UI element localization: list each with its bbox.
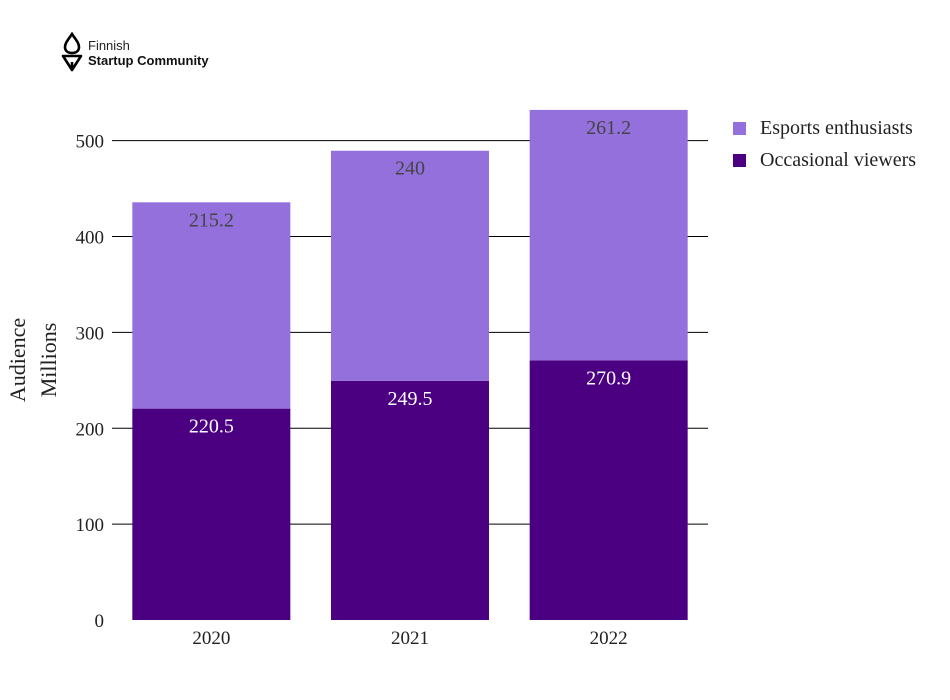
- data-label: 249.5: [388, 388, 433, 410]
- legend-swatch: [733, 121, 746, 135]
- legend-item[interactable]: Esports enthusiasts: [733, 112, 916, 144]
- x-tick-label: 2020: [192, 628, 230, 649]
- y-tick-label: 400: [76, 228, 105, 249]
- legend-item[interactable]: Occasional viewers: [733, 144, 916, 176]
- logo-text-line2: Startup Community: [88, 53, 209, 68]
- y-tick-label: 100: [76, 515, 105, 536]
- data-label: 220.5: [189, 416, 234, 438]
- logo-mark-icon: [61, 32, 83, 72]
- y-tick-label: 500: [76, 132, 105, 153]
- y-axis-title: Audience: [5, 318, 30, 402]
- data-label: 215.2: [189, 209, 234, 231]
- x-tick-label: 2022: [590, 628, 628, 649]
- legend-label: Occasional viewers: [760, 148, 917, 171]
- data-label: 270.9: [586, 367, 631, 389]
- y-tick-label: 200: [76, 419, 105, 440]
- logo-text-line1: Finnish: [88, 38, 130, 53]
- data-labels: 220.5 215.2 249.5 240 270.9 261.2: [189, 117, 631, 438]
- axes: 0 100 200 300 400 500 Audience Millions 2020 2021…: [5, 132, 628, 649]
- bar-segment: [331, 380, 489, 620]
- bar-segment: [132, 202, 291, 409]
- legend-label: Esports enthusiasts: [760, 116, 913, 139]
- data-label: 240: [395, 158, 425, 180]
- y-tick-label: 0: [95, 611, 105, 632]
- bar-segment: [331, 150, 489, 381]
- bar-segment: [132, 408, 291, 620]
- x-tick-label: 2021: [391, 628, 429, 649]
- data-label: 261.2: [586, 117, 631, 139]
- bar-segment: [529, 109, 688, 361]
- legend: Esports enthusiasts Occasional viewers: [733, 112, 916, 176]
- y-axis-title: Millions: [36, 323, 61, 398]
- bars: [132, 109, 688, 620]
- brand-logo: Finnish Startup Community: [60, 32, 260, 72]
- bar-segment: [529, 360, 688, 620]
- legend-swatch: [733, 153, 746, 167]
- y-tick-label: 300: [76, 323, 105, 344]
